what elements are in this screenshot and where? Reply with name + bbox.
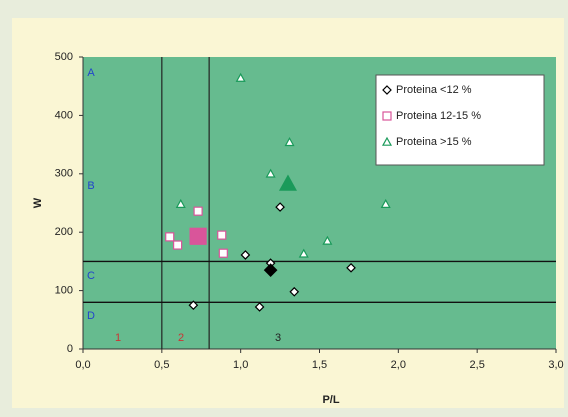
region-label: 3 [275,332,281,344]
region-label: 2 [178,332,184,344]
point [381,136,393,146]
x-tick-label: 0,5 [154,359,169,371]
x-tick-label: 0,0 [75,359,90,371]
y-tick-label: 0 [67,343,73,355]
x-tick-label: 1,0 [233,359,248,371]
point [346,262,356,273]
point [289,286,300,297]
x-tick-label: 2,5 [470,359,485,371]
point [380,198,391,208]
point [218,248,228,258]
point [382,85,392,95]
point [165,232,175,242]
region-label: 1 [115,332,121,344]
x-tick-label: 3,0 [548,359,563,371]
point [263,263,278,278]
region-label: B [87,180,94,192]
point [235,72,246,82]
legend-label: Proteina 12-15 % [396,110,481,122]
point [254,302,265,312]
point [193,206,203,216]
y-tick-label: 500 [55,51,73,63]
point [217,230,227,240]
point [298,248,309,258]
y-tick-label: 400 [55,109,73,121]
point [240,250,251,260]
point [382,111,392,121]
point [175,198,186,208]
point [275,202,285,212]
point [284,137,295,147]
legend-label: Proteina <12 % [396,84,472,96]
x-axis-label: P/L [322,394,339,406]
point [322,235,333,245]
x-tick-label: 1,5 [312,359,327,371]
legend [375,74,545,166]
x-tick-label: 2,0 [391,359,406,371]
point [189,227,207,245]
legend-label: Proteina >15 % [396,136,472,148]
region-label: C [87,270,95,282]
y-tick-label: 100 [55,285,73,297]
point [265,168,276,178]
point [278,174,297,191]
y-axis-label: W [32,197,44,208]
y-tick-label: 300 [55,168,73,180]
region-label: A [87,67,95,79]
point [173,240,183,250]
point [188,300,199,311]
y-tick-label: 200 [55,226,73,238]
region-label: D [87,310,95,322]
